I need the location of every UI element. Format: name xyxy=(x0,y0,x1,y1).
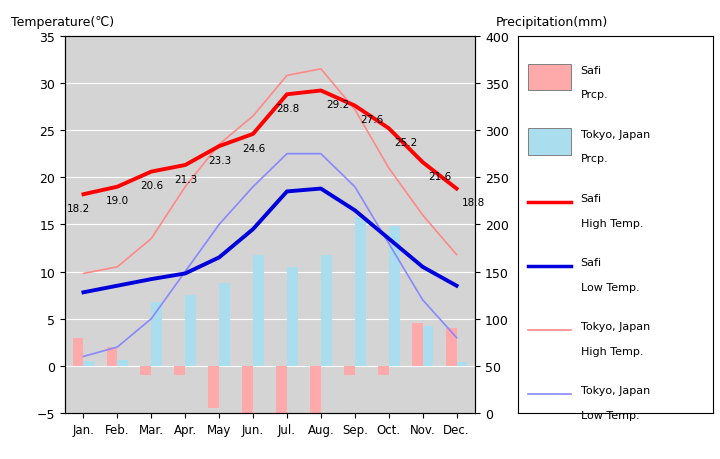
Text: 18.8: 18.8 xyxy=(462,198,485,208)
Bar xyxy=(117,360,128,366)
Text: Safi: Safi xyxy=(580,257,602,268)
Text: 19.0: 19.0 xyxy=(107,196,130,206)
Text: 28.8: 28.8 xyxy=(276,104,299,114)
Text: Precipitation(mm): Precipitation(mm) xyxy=(495,16,608,29)
Text: 25.2: 25.2 xyxy=(395,138,418,147)
Bar xyxy=(344,366,355,375)
Bar xyxy=(84,361,94,366)
Text: Prcp.: Prcp. xyxy=(580,154,608,164)
Bar xyxy=(412,324,423,366)
Text: 20.6: 20.6 xyxy=(140,181,163,191)
Text: Tokyo, Japan: Tokyo, Japan xyxy=(580,386,650,396)
Bar xyxy=(219,283,230,366)
Bar xyxy=(378,366,389,375)
FancyBboxPatch shape xyxy=(528,65,571,91)
Bar xyxy=(151,302,162,366)
Text: 23.3: 23.3 xyxy=(208,156,231,165)
FancyBboxPatch shape xyxy=(528,129,571,155)
Bar xyxy=(107,347,117,366)
Bar xyxy=(242,366,253,413)
Bar xyxy=(321,255,332,366)
Bar xyxy=(287,267,298,366)
Bar xyxy=(423,326,433,366)
Bar xyxy=(208,366,219,409)
Bar xyxy=(140,366,151,375)
Bar xyxy=(276,366,287,415)
Text: 21.3: 21.3 xyxy=(174,174,197,184)
Bar xyxy=(174,366,185,375)
Text: Low Temp.: Low Temp. xyxy=(580,282,639,292)
Text: 24.6: 24.6 xyxy=(242,143,265,153)
Text: Safi: Safi xyxy=(580,66,602,76)
Text: Temperature(℃): Temperature(℃) xyxy=(12,16,114,29)
Bar xyxy=(310,366,321,415)
Text: Low Temp.: Low Temp. xyxy=(580,410,639,420)
Bar xyxy=(73,338,84,366)
Bar xyxy=(253,255,264,366)
Text: Safi: Safi xyxy=(580,194,602,203)
Bar xyxy=(446,328,456,366)
Bar xyxy=(355,218,366,366)
Bar xyxy=(456,362,467,366)
Text: 18.2: 18.2 xyxy=(67,203,90,213)
Text: 29.2: 29.2 xyxy=(326,100,350,110)
Text: 27.6: 27.6 xyxy=(360,115,384,125)
Text: 21.6: 21.6 xyxy=(428,172,451,181)
Text: Prcp.: Prcp. xyxy=(580,90,608,100)
Bar xyxy=(389,227,400,366)
Text: Tokyo, Japan: Tokyo, Japan xyxy=(580,129,650,140)
Text: High Temp.: High Temp. xyxy=(580,218,643,228)
Text: Tokyo, Japan: Tokyo, Japan xyxy=(580,322,650,331)
Bar xyxy=(185,296,196,366)
Text: High Temp.: High Temp. xyxy=(580,346,643,356)
